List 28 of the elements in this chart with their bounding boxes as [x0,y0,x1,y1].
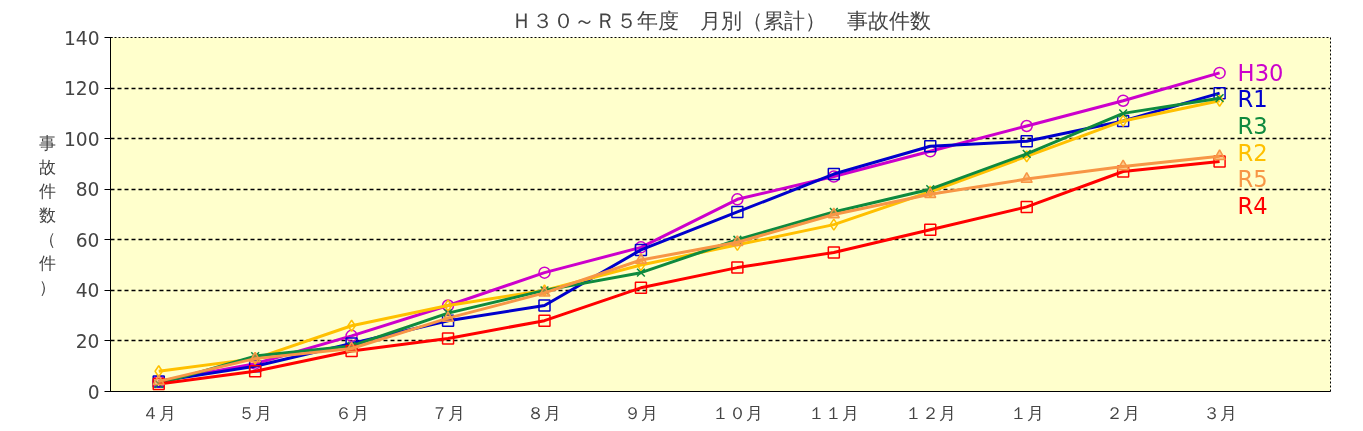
x-tick-label: １２月 [904,402,956,423]
x-tick-label: ９月 [623,402,658,423]
series-label: R1 [1237,86,1268,113]
series-label: R5 [1237,166,1268,193]
y-tick-label: 120 [63,78,100,100]
x-tick-label: ８月 [527,402,562,423]
y-tick-label: 60 [75,229,100,251]
y-tick-label: 100 [63,128,100,150]
y-tick-label: 20 [75,330,100,352]
x-tick-label: ４月 [141,402,176,423]
series-label: H30 [1237,59,1284,86]
chart-title: Ｈ３０～Ｒ５年度 月別（累計） 事故件数 [510,7,931,33]
series-label: R2 [1237,139,1268,166]
series-label: R3 [1237,113,1268,139]
x-tick-label: ２月 [1106,402,1141,423]
x-tick-label: ７月 [431,402,466,423]
x-tick-label: １月 [1009,402,1044,423]
y-tick-label: 80 [75,179,100,201]
x-tick-label: ６月 [334,402,369,423]
y-tick-label: 40 [75,280,100,302]
x-tick-label: ３月 [1202,402,1237,423]
y-axis-title: 事故件数（件） [38,132,56,297]
series-label: R4 [1237,192,1268,219]
x-tick-label: １１月 [808,402,860,423]
x-tick-label: ５月 [238,402,273,423]
x-tick-label: １０月 [711,402,763,423]
y-tick-label: 140 [63,27,100,49]
y-tick-label: 0 [87,381,100,403]
